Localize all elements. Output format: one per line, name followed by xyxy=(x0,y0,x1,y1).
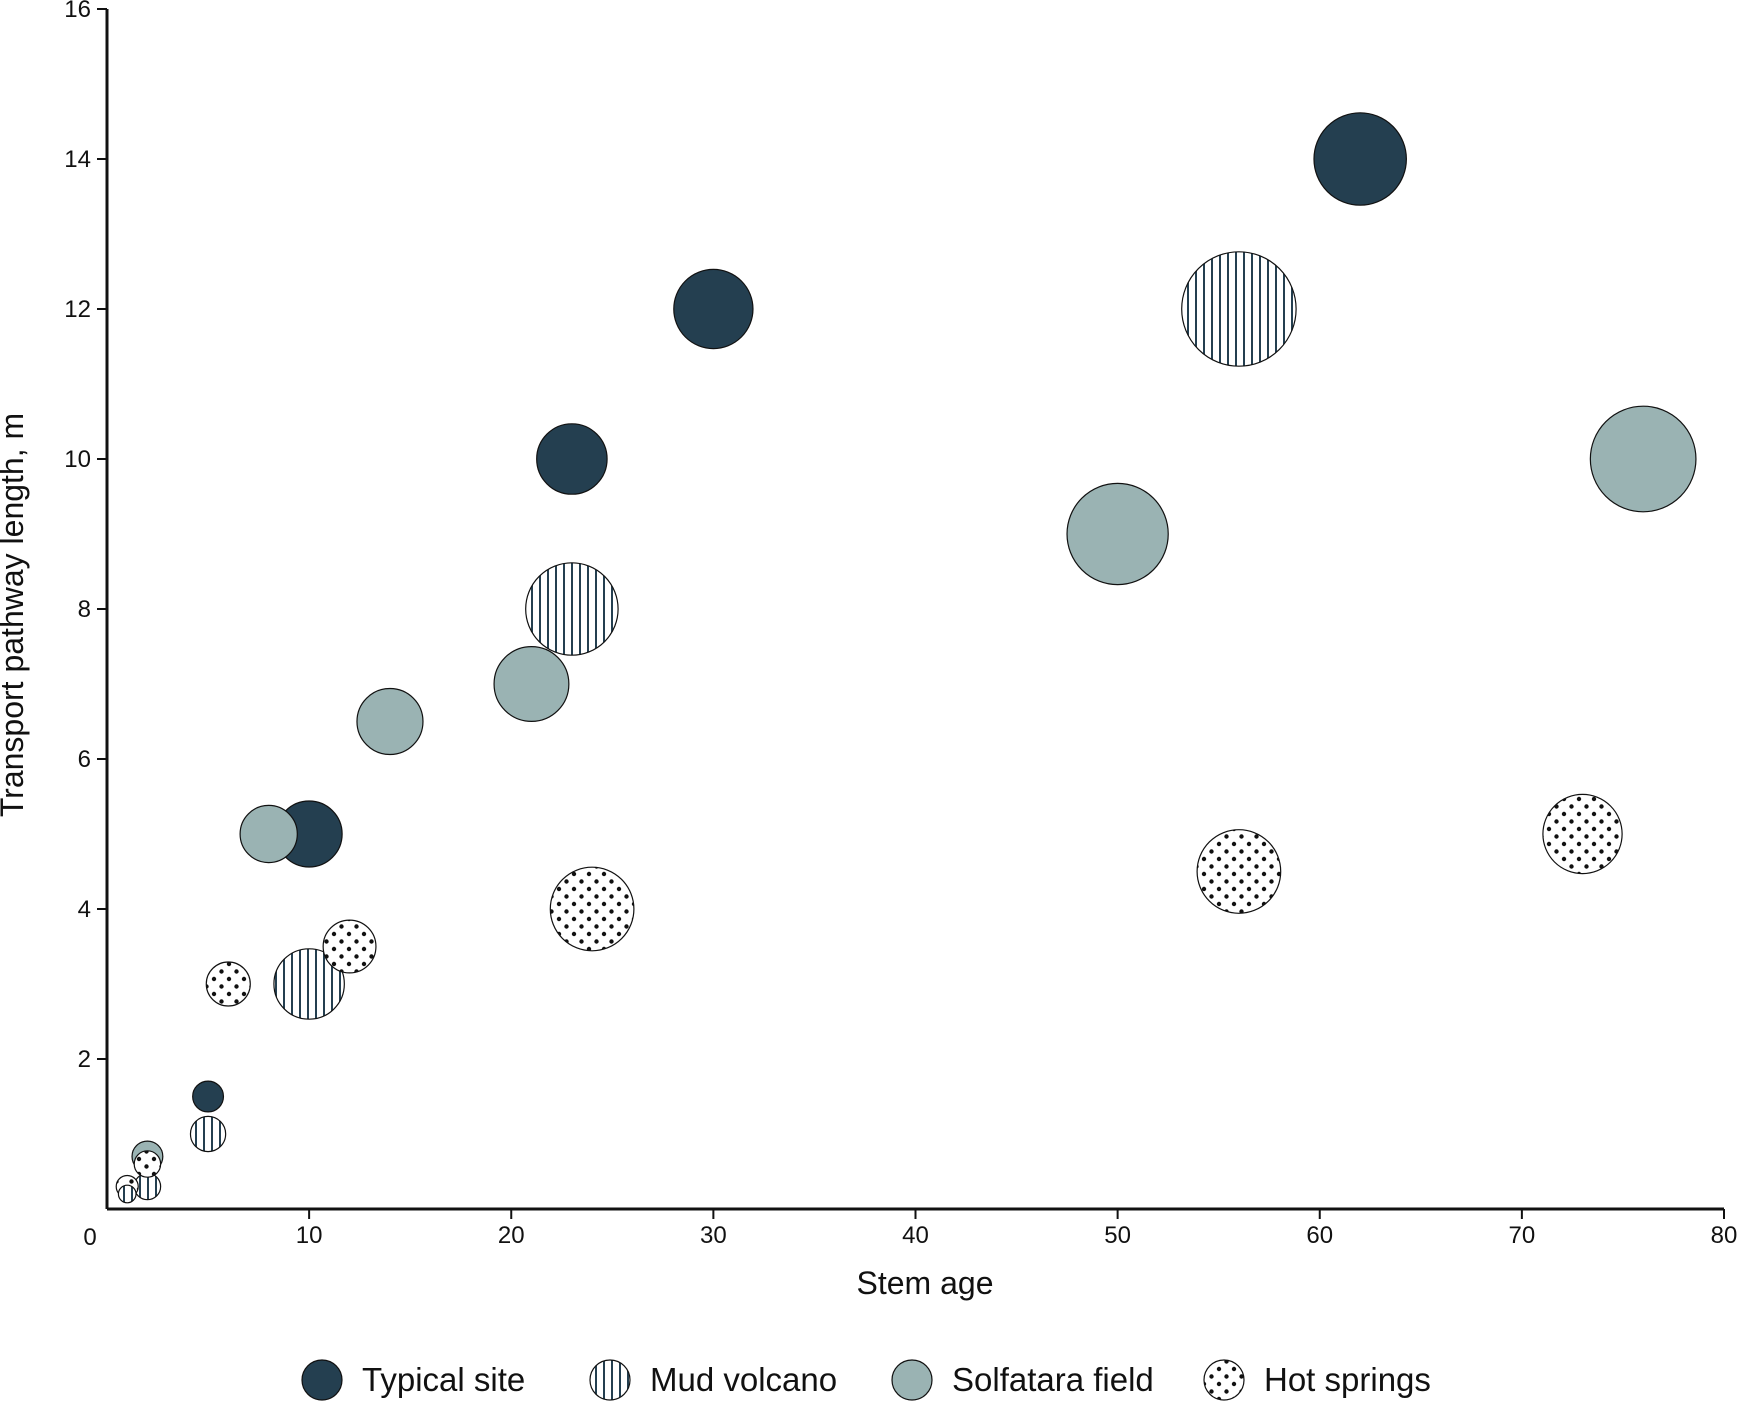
y-tick-label: 14 xyxy=(64,146,91,173)
bubble-hot-springs xyxy=(1196,829,1282,914)
bubble-hot-springs xyxy=(133,1150,162,1178)
y-tick-label: 10 xyxy=(64,446,91,473)
legend-swatch-typical-site xyxy=(301,1359,343,1401)
bubble-typical-site xyxy=(673,268,754,350)
bubble-solfatara-field xyxy=(493,645,570,722)
bubble-mud-volcano xyxy=(1181,251,1297,367)
x-origin-label: 0 xyxy=(83,1224,96,1251)
bubble-hot-springs xyxy=(1542,793,1623,875)
bubble-hot-springs xyxy=(549,866,635,952)
bubble-mud-volcano xyxy=(525,562,619,656)
x-tick-label: 30 xyxy=(700,1222,727,1249)
legend-label-solfatara-field: Solfatara field xyxy=(952,1361,1154,1398)
bubble-hot-springs xyxy=(205,961,251,1007)
y-tick-label: 16 xyxy=(64,0,91,23)
x-tick-label: 20 xyxy=(498,1222,525,1249)
bubble-hot-springs xyxy=(322,919,377,974)
bubbles xyxy=(115,112,1697,1204)
bubble-mud-volcano xyxy=(117,1184,137,1204)
bubble-typical-site xyxy=(1313,112,1407,206)
y-tick-label: 2 xyxy=(78,1046,91,1073)
bubble-mud-volcano xyxy=(273,948,345,1020)
legend-label-typical-site: Typical site xyxy=(362,1361,525,1398)
x-tick-label: 70 xyxy=(1509,1222,1536,1249)
x-axis-title: Stem age xyxy=(857,1265,994,1301)
legend: Typical site Mud volcano Solfatara field Ho… xyxy=(301,1359,1431,1401)
legend-swatch-hot-springs xyxy=(1203,1359,1245,1401)
x-tick-label: 40 xyxy=(902,1222,929,1249)
bubble-solfatara-field xyxy=(1066,482,1169,586)
y-tick-label: 4 xyxy=(78,896,91,923)
bubble-typical-site xyxy=(536,423,608,495)
y-tick-label: 6 xyxy=(78,746,91,773)
bubble-solfatara-field xyxy=(356,687,424,756)
bubble-solfatara-field xyxy=(239,804,298,864)
bubble-typical-site xyxy=(192,1080,225,1113)
legend-label-hot-springs: Hot springs xyxy=(1264,1361,1431,1398)
x-tick-label: 80 xyxy=(1711,1222,1738,1249)
x-tick-label: 60 xyxy=(1306,1222,1333,1249)
legend-swatch-mud-volcano xyxy=(589,1359,631,1401)
legend-swatch-solfatara-field xyxy=(891,1359,933,1401)
ticks: 10 20 30 40 50 60 70 80 0 2 4 6 8 10 12 14 16 xyxy=(64,0,1737,1251)
x-tick-label: 50 xyxy=(1104,1222,1131,1249)
y-tick-label: 8 xyxy=(78,596,91,623)
axes xyxy=(105,9,1724,1211)
x-tick-label: 10 xyxy=(296,1222,323,1249)
y-tick-label: 12 xyxy=(64,296,91,323)
y-axis-title: Transport pathway length, m xyxy=(0,413,30,817)
legend-label-mud-volcano: Mud volcano xyxy=(650,1361,837,1398)
bubble-mud-volcano xyxy=(189,1115,227,1153)
bubble-solfatara-field xyxy=(1589,405,1697,513)
